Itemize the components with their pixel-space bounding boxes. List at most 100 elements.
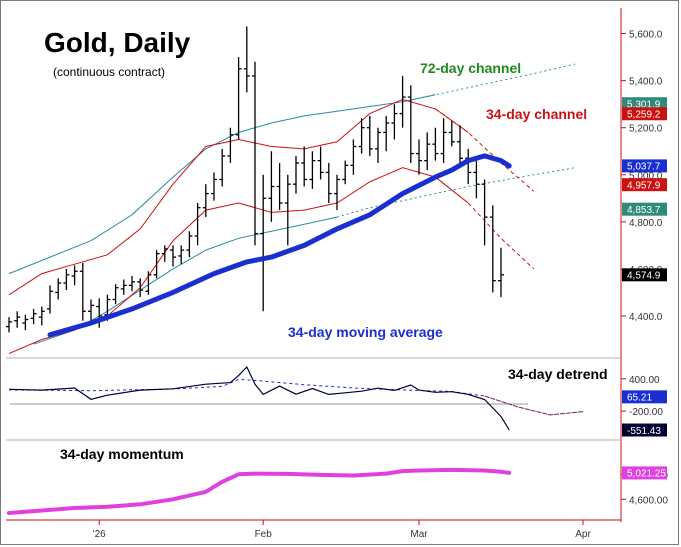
ohlc-bar — [366, 115, 373, 156]
ohlc-bar — [170, 245, 176, 267]
ohlc-bar — [375, 127, 381, 163]
ohlc-bar — [211, 172, 217, 201]
value-tag: 5,021.25 — [622, 466, 667, 480]
ohlc-bar — [252, 61, 258, 246]
ohlc-bar — [268, 151, 275, 222]
ohlc-bar — [498, 247, 504, 298]
price-axis-tick-label: 4,800.0 — [629, 218, 663, 229]
channel-72-lower-projection — [336, 167, 575, 218]
value-tag-label: 5,021.25 — [627, 469, 666, 480]
ohlc-bar — [243, 26, 250, 93]
chart-subtitle: (continuous contract) — [53, 65, 165, 79]
ohlc-bar — [334, 174, 340, 211]
chart-title: Gold, Daily — [44, 27, 191, 58]
ohlc-bar — [22, 314, 29, 331]
ohlc-bar — [481, 179, 488, 246]
x-axis-tick-label: '26 — [93, 529, 106, 540]
ohlc-bar — [432, 127, 439, 161]
ohlc-bar — [186, 231, 193, 258]
ohlc-bar — [448, 120, 455, 147]
ohlc-bar — [358, 118, 365, 154]
ohlc-bar — [301, 146, 308, 187]
value-tag-label: 4,574.9 — [627, 271, 661, 282]
price-axis-tick-label: 5,400.0 — [629, 77, 663, 88]
ohlc-bar — [71, 265, 78, 286]
momentum-axis-tick-label: 4,600.00 — [629, 495, 668, 506]
ohlc-bar — [424, 132, 431, 171]
ohlc-bar — [153, 250, 160, 279]
price-axis-tick-label: 5,000.0 — [629, 171, 663, 182]
value-tag: 4,853.7 — [622, 202, 667, 216]
detrend-projection-line — [484, 395, 584, 416]
ohlc-bar — [145, 271, 152, 295]
ohlc-bar — [325, 162, 332, 204]
ohlc-bar — [47, 285, 53, 314]
value-tag-label: 5,037.7 — [627, 162, 661, 173]
ohlc-bar — [129, 275, 135, 292]
ohlc-bar — [219, 148, 226, 187]
ohlc-bar — [399, 75, 406, 128]
value-tag: 4,957.9 — [622, 178, 667, 191]
channel-72-upper-projection — [402, 63, 575, 103]
ohlc-bar — [194, 203, 201, 246]
ohlc-bar — [178, 245, 185, 265]
value-tag: 5,037.7 — [622, 159, 667, 173]
ohlc-bar — [342, 160, 349, 185]
price-axis-tick-label: 4,400.0 — [629, 312, 663, 323]
ohlc-bar — [235, 57, 242, 140]
ohlc-bar — [6, 317, 12, 333]
value-tag-label: 5,259.2 — [627, 110, 661, 121]
ohlc-bar — [202, 184, 209, 218]
ohlc-bar — [30, 308, 37, 325]
moving-average-34-line — [47, 153, 512, 338]
price-axis-tick-label: 5,600.0 — [629, 30, 663, 41]
ohlc-bar — [260, 174, 267, 312]
x-axis-tick-label: Apr — [575, 529, 591, 540]
ohlc-bar — [227, 127, 234, 163]
annotation-34-day-detrend: 34-day detrend — [508, 366, 608, 382]
value-tag-label: 5,301.9 — [627, 100, 661, 111]
x-axis-tick-label: Feb — [255, 529, 273, 540]
ohlc-bar — [284, 174, 291, 246]
ohlc-bar — [137, 278, 144, 298]
ohlc-bar — [317, 146, 324, 180]
ohlc-bar — [79, 263, 86, 321]
ohlc-bar — [416, 139, 422, 175]
channel-34-upper-projection — [435, 108, 535, 192]
value-tag-label: 4,957.9 — [627, 180, 661, 191]
annotation-34-day-momentum: 34-day momentum — [60, 446, 184, 462]
ohlc-bar — [55, 278, 62, 300]
ohlc-bar — [14, 311, 21, 328]
ohlc-bar — [38, 306, 45, 326]
detrend-axis-tick-label: -200.00 — [629, 407, 663, 418]
ohlc-bar — [88, 299, 94, 324]
value-tag-label: -551.43 — [627, 426, 661, 437]
ohlc-bar — [473, 160, 480, 199]
ohlc-bar — [457, 125, 463, 166]
value-tag: 5,301.9 — [622, 97, 667, 111]
value-tag: 65.21 — [622, 390, 667, 404]
ohlc-bar — [276, 162, 283, 211]
detrend-average-line — [8, 378, 584, 416]
detrend-axis-tick-label: 400.00 — [629, 375, 660, 386]
detrend-line — [8, 365, 510, 431]
ohlc-bar — [112, 284, 119, 305]
ohlc-bar — [489, 205, 496, 293]
annotation-34-day-moving-average: 34-day moving average — [288, 324, 443, 340]
ohlc-bar — [96, 298, 103, 328]
ohlc-bar — [383, 115, 390, 152]
ohlc-bar — [293, 155, 299, 194]
value-tag: 5,259.2 — [622, 107, 667, 121]
ohlc-bar — [465, 148, 472, 185]
ohlc-bar — [440, 118, 447, 163]
annotation-72-day-channel: 72-day channel — [420, 60, 521, 76]
ohlc-bar — [309, 151, 316, 189]
annotation-34-day-channel: 34-day channel — [486, 106, 587, 122]
value-tag: 4,574.9 — [622, 268, 667, 282]
ohlc-bar — [120, 279, 127, 295]
channel-34-upper-line — [8, 98, 469, 296]
ohlc-bar — [391, 104, 398, 140]
value-tag-label: 4,853.7 — [627, 205, 661, 216]
